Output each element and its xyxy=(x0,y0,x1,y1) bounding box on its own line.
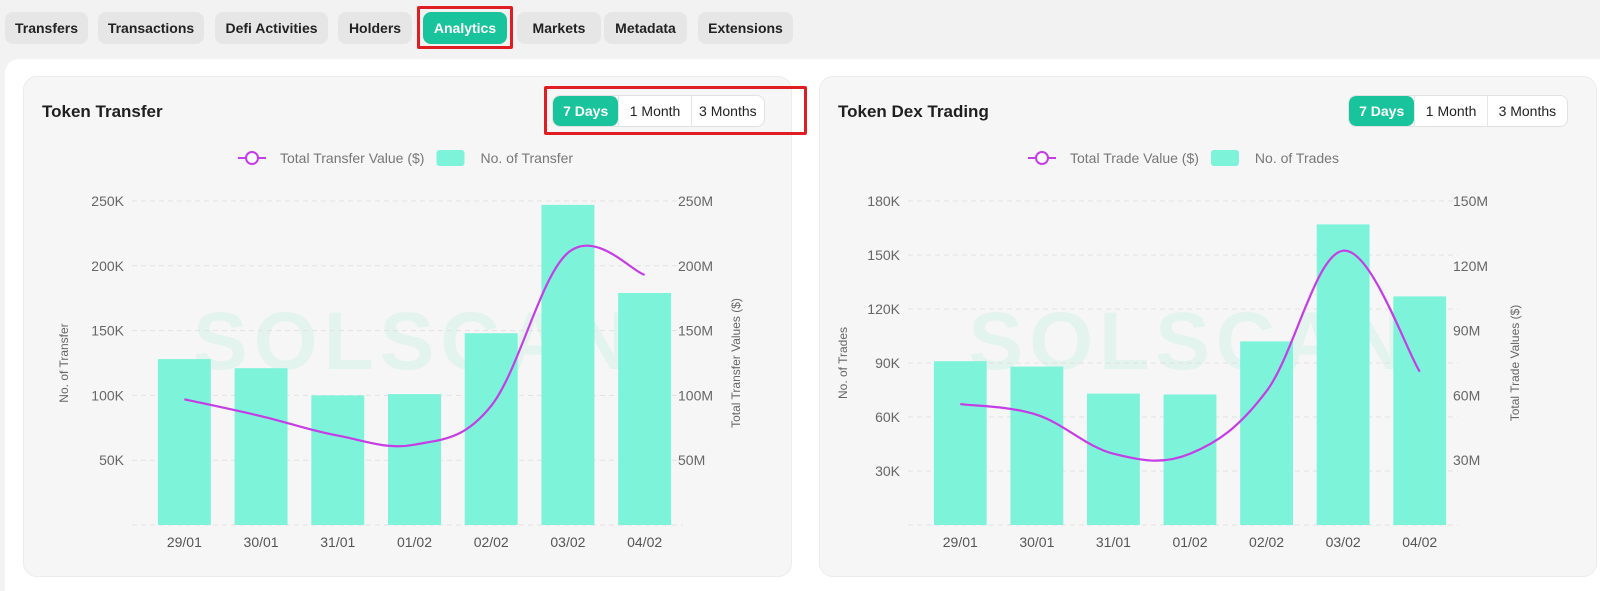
value-line xyxy=(184,244,646,448)
range-7-days[interactable]: 7 Days xyxy=(553,96,619,126)
token-dex-trading-card: Token Dex Trading 7 Days 1 Month 3 Month… xyxy=(819,76,1597,577)
y-tick-label: 90K xyxy=(875,355,901,371)
legend-line-label: Total Trade Value ($) xyxy=(1070,150,1199,166)
bar-31-01 xyxy=(1087,393,1140,525)
y2-tick-label: 90M xyxy=(1453,323,1480,339)
range-3-months[interactable]: 3 Months xyxy=(690,96,764,126)
legend-bar-swatch xyxy=(436,150,465,166)
y-tick-label: 100K xyxy=(91,387,124,403)
y2-tick-label: 50M xyxy=(678,452,705,468)
tab-metadata[interactable]: Metadata xyxy=(604,12,687,44)
legend-line-marker xyxy=(1035,151,1049,165)
x-tick-label: 29/01 xyxy=(167,534,202,550)
token-transfer-card: Token Transfer 7 Days 1 Month 3 Months S… xyxy=(23,76,807,577)
bar-29-01 xyxy=(157,359,211,525)
bar-29-01 xyxy=(933,361,987,525)
x-tick-label: 29/01 xyxy=(943,534,978,550)
range-1-month[interactable]: 1 Month xyxy=(1414,96,1486,126)
time-range-selector: 7 Days 1 Month 3 Months xyxy=(1348,95,1568,127)
bar-02-02 xyxy=(464,333,518,525)
x-tick-label: 30/01 xyxy=(244,534,279,550)
tab-defi-activities[interactable]: Defi Activities xyxy=(215,12,328,44)
legend-bar-label: No. of Transfer xyxy=(480,150,573,166)
y2-tick-label: 30M xyxy=(1453,452,1480,468)
y-tick-label: 180K xyxy=(867,193,900,209)
tab-transactions[interactable]: Transactions xyxy=(98,12,204,44)
time-range-selector: 7 Days 1 Month 3 Months xyxy=(552,95,765,127)
tab-bar: Transfers Transactions Defi Activities H… xyxy=(0,0,1600,58)
tab-markets[interactable]: Markets xyxy=(517,12,601,44)
legend-bar-swatch xyxy=(1210,150,1239,166)
bar-03-02 xyxy=(541,204,595,525)
range-3-months[interactable]: 3 Months xyxy=(1486,96,1567,126)
x-tick-label: 30/01 xyxy=(1019,534,1054,550)
range-7-days[interactable]: 7 Days xyxy=(1349,96,1415,126)
legend-line-marker xyxy=(245,151,259,165)
y2-tick-label: 150M xyxy=(678,323,713,339)
x-tick-label: 04/02 xyxy=(627,534,662,550)
y-tick-label: 60K xyxy=(875,409,901,425)
y2-axis-title: Total Transfer Values ($) xyxy=(729,298,743,428)
y-tick-label: 120K xyxy=(867,301,900,317)
y2-axis-title: Total Trade Values ($) xyxy=(1508,305,1522,422)
y-tick-label: 250K xyxy=(91,193,124,209)
x-tick-label: 31/01 xyxy=(320,534,355,550)
x-tick-label: 01/02 xyxy=(397,534,432,550)
x-tick-label: 02/02 xyxy=(474,534,509,550)
x-tick-label: 01/02 xyxy=(1172,534,1207,550)
bar-30-01 xyxy=(1010,366,1064,525)
bar-04-02 xyxy=(618,293,672,525)
legend-bar-label: No. of Trades xyxy=(1255,150,1339,166)
y-tick-label: 150K xyxy=(867,247,900,263)
x-tick-label: 02/02 xyxy=(1249,534,1284,550)
x-tick-label: 31/01 xyxy=(1096,534,1131,550)
card-title: Token Transfer xyxy=(42,102,163,121)
legend-line-label: Total Transfer Value ($) xyxy=(280,150,424,166)
x-tick-label: 03/02 xyxy=(550,534,585,550)
y2-tick-label: 200M xyxy=(678,258,713,274)
bar-03-02 xyxy=(1316,224,1370,525)
bar-01-02 xyxy=(388,394,441,525)
y2-tick-label: 250M xyxy=(678,193,713,209)
y-tick-label: 150K xyxy=(91,323,124,339)
card-title: Token Dex Trading xyxy=(838,102,989,121)
tab-transfers[interactable]: Transfers xyxy=(5,12,88,44)
y-axis-title: No. of Trades xyxy=(836,327,850,399)
y2-tick-label: 150M xyxy=(1453,193,1488,209)
y-tick-label: 30K xyxy=(875,463,901,479)
y-axis-title: No. of Transfer xyxy=(57,323,71,402)
y-tick-label: 200K xyxy=(91,258,124,274)
x-tick-label: 03/02 xyxy=(1326,534,1361,550)
y-tick-label: 50K xyxy=(99,452,125,468)
y2-tick-label: 120M xyxy=(1453,258,1488,274)
value-line xyxy=(960,249,1421,462)
bar-31-01 xyxy=(311,395,365,525)
range-1-month[interactable]: 1 Month xyxy=(618,96,690,126)
x-tick-label: 04/02 xyxy=(1402,534,1437,550)
y2-tick-label: 60M xyxy=(1453,387,1480,403)
bar-30-01 xyxy=(234,368,288,525)
bar-02-02 xyxy=(1240,341,1293,525)
tab-analytics[interactable]: Analytics xyxy=(423,12,507,44)
tab-holders[interactable]: Holders xyxy=(338,12,412,44)
y2-tick-label: 100M xyxy=(678,387,713,403)
tab-extensions[interactable]: Extensions xyxy=(698,12,793,44)
